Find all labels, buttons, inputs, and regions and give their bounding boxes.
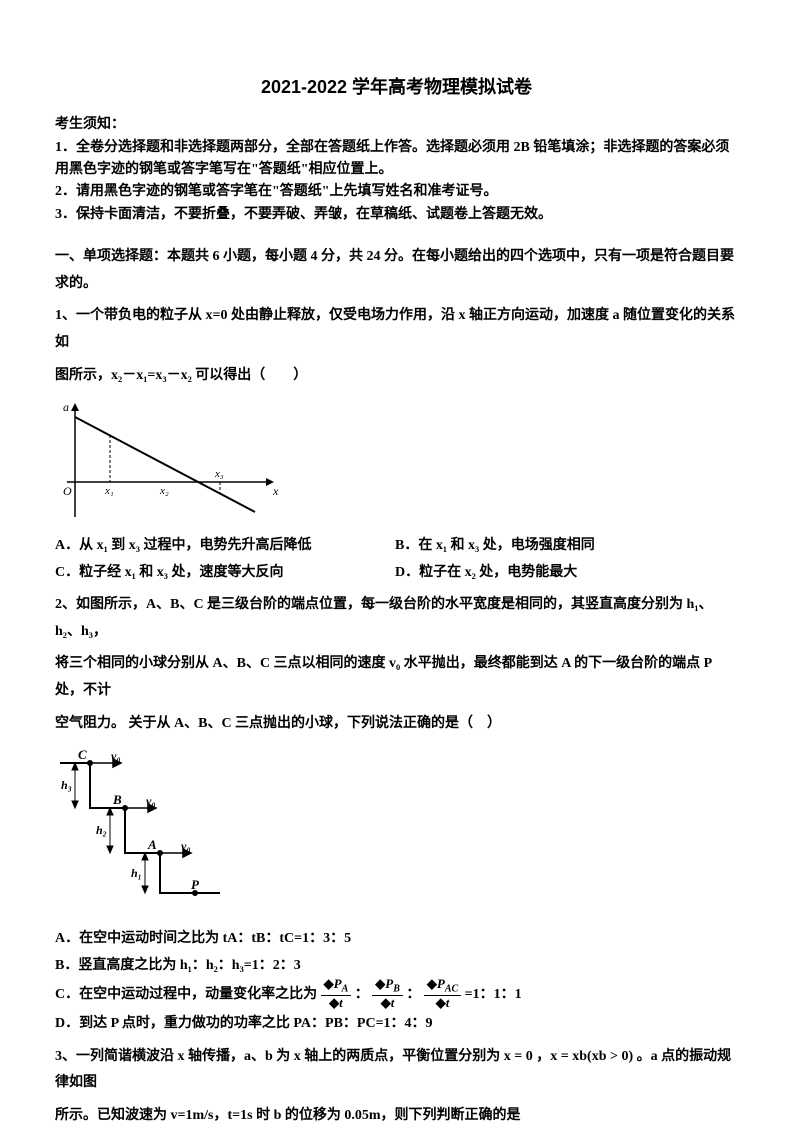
q1-options: A．从 x₁ 到 x₃ 过程中，电势先升高后降低 B．在 x₁ 和 x₃ 处，电… [55, 533, 738, 586]
q1-optB: B．在 x₁ 和 x₃ 处，电场强度相同 [395, 533, 595, 560]
svg-text:h₃: h₃ [61, 778, 72, 792]
fraction-icon: ◆PA◆t [321, 977, 352, 1009]
svg-text:v₀: v₀ [181, 839, 191, 853]
steps-diagram: C B A P v₀ v₀ v₀ h₃ h₂ h₁ [55, 745, 245, 920]
svg-text:P: P [191, 877, 200, 892]
q3-stem: 3、一列简谐横波沿 x 轴传播，a、b 为 x 轴上的两质点，平衡位置分别为 x… [55, 1044, 738, 1097]
q1-stem: 图所示，x₂－x₁=x₃－x₂ 可以得出（ ） [55, 363, 738, 390]
q2-stem: 空气阻力。 关于从 A、B、C 三点抛出的小球，下列说法正确的是（ ） [55, 711, 738, 738]
svg-text:x: x [272, 484, 279, 498]
q3-stem: 所示。已知波速为 v=1m/s，t=1s 时 b 的位移为 0.05m，则下列判… [55, 1103, 738, 1129]
q2-figure: C B A P v₀ v₀ v₀ h₃ h₂ h₁ [55, 745, 738, 920]
svg-text:C: C [78, 747, 87, 762]
q2-optC: C．在空中运动过程中，动量变化率之比为 ◆PA◆t ： ◆PB◆t ： ◆PAC… [55, 979, 738, 1011]
svg-text:h₂: h₂ [96, 823, 107, 837]
q2-stem: 2、如图所示，A、B、C 是三级台阶的端点位置，每一级台阶的水平宽度是相同的，其… [55, 592, 738, 645]
svg-text:x₁: x₁ [104, 485, 114, 497]
q2-options: A．在空中运动时间之比为 tA：tB：tC=1：3：5 B．竖直高度之比为 h₁… [55, 926, 738, 1037]
q2-stem: 将三个相同的小球分别从 A、B、C 三点以相同的速度 v₀ 水平抛出，最终都能到… [55, 651, 738, 704]
svg-text:v₀: v₀ [146, 794, 156, 808]
q1-stem: 1、一个带负电的粒子从 x=0 处由静止释放，仅受电场力作用，沿 x 轴正方向运… [55, 303, 738, 356]
section-heading: 一、单项选择题：本题共 6 小题，每小题 4 分，共 24 分。在每小题给出的四… [55, 244, 738, 297]
svg-text:v₀: v₀ [111, 749, 121, 763]
svg-text:B: B [112, 792, 122, 807]
svg-text:a: a [63, 400, 69, 414]
q2-optB: B．竖直高度之比为 h₁：h₂：h₃=1：2：3 [55, 953, 738, 980]
instructions-block: 考生须知： 1．全卷分选择题和非选择题两部分，全部在答题纸上作答。选择题必须用 … [55, 114, 738, 226]
instruction-item: 3．保持卡面清洁，不要折叠，不要弄破、弄皱，在草稿纸、试题卷上答题无效。 [55, 204, 738, 226]
q1-optA: A．从 x₁ 到 x₃ 过程中，电势先升高后降低 [55, 533, 365, 560]
q2-optD: D．到达 P 点时，重力做功的功率之比 PA：PB：PC=1：4：9 [55, 1011, 738, 1038]
q2-optC-pre: C．在空中运动过程中，动量变化率之比为 [55, 987, 321, 1002]
instruction-item: 2．请用黑色字迹的钢笔或答字笔在"答题纸"上先填写姓名和准考证号。 [55, 181, 738, 203]
svg-text:A: A [147, 837, 157, 852]
instruction-item: 1．全卷分选择题和非选择题两部分，全部在答题纸上作答。选择题必须用 2B 铅笔填… [55, 137, 738, 182]
accel-graph: a x O x₁ x₂ x₃ [55, 397, 285, 527]
instructions-head: 考生须知： [55, 114, 738, 136]
q2-optC-post: =1：1：1 [465, 987, 522, 1002]
svg-text:h₁: h₁ [131, 866, 142, 880]
q1-optC: C．粒子经 x₁ 和 x₃ 处，速度等大反向 [55, 560, 365, 587]
page-title: 2021-2022 学年高考物理模拟试卷 [55, 70, 738, 104]
q2-optA: A．在空中运动时间之比为 tA：tB：tC=1：3：5 [55, 926, 738, 953]
svg-text:x₃: x₃ [214, 468, 224, 480]
svg-text:x₂: x₂ [159, 485, 169, 497]
fraction-icon: ◆PAC◆t [424, 977, 461, 1009]
fraction-icon: ◆PB◆t [372, 977, 403, 1009]
svg-text:O: O [63, 484, 72, 498]
q1-figure: a x O x₁ x₂ x₃ [55, 397, 738, 527]
q1-optD: D．粒子在 x₂ 处，电势能最大 [395, 560, 577, 587]
